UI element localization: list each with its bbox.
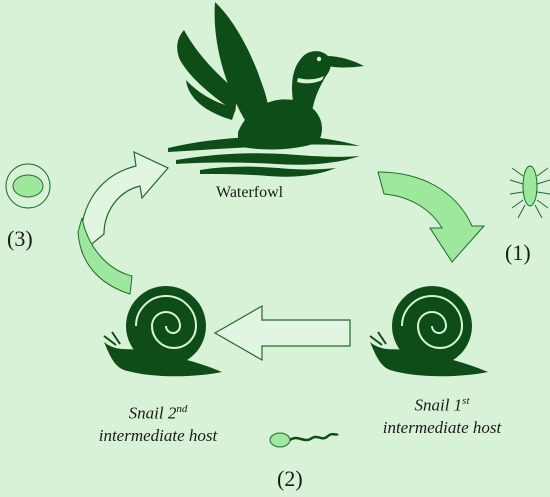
arrow-stage3-to-waterfowl (80, 150, 169, 254)
stage1-label: (1) (505, 240, 531, 265)
snail-first-ordinal-suffix: st (462, 395, 470, 407)
arrow-stage3-fill-part (77, 217, 133, 295)
snail-first-role: intermediate host (382, 417, 502, 437)
waterfowl-eye (316, 56, 322, 62)
snail-second-ordinal: 2 (167, 403, 177, 423)
snail-second-role: intermediate host (98, 425, 218, 445)
stage2-label: (2) (277, 466, 303, 491)
stage1-organism-icon (509, 165, 550, 219)
waterfowl-label: Waterfowl (216, 184, 284, 201)
arrow-snail1-to-snail2 (213, 304, 351, 362)
waterfowl-collar (297, 76, 324, 84)
snail-first-ordinal: 1 (453, 395, 463, 415)
stage2-organism-icon (269, 432, 339, 448)
stage3-label: (3) (7, 226, 33, 251)
snail-first-title: Snail 1st (364, 390, 520, 417)
snail-first-word: Snail (414, 395, 450, 415)
waterfowl-icon (168, 2, 364, 177)
snail-second-title: Snail 2nd (70, 398, 246, 425)
snail-second-ordinal-suffix: nd (176, 403, 188, 415)
stage3-cyst-icon (5, 163, 51, 209)
snail-second-label: Snail 2nd intermediate host (70, 398, 246, 447)
snail-second-icon (103, 286, 222, 377)
snail-first-label: Snail 1st intermediate host (364, 390, 520, 439)
snail-second-word: Snail (128, 403, 164, 423)
snail-first-icon (369, 286, 488, 377)
arrow-waterfowl-to-stage1 (377, 171, 486, 263)
